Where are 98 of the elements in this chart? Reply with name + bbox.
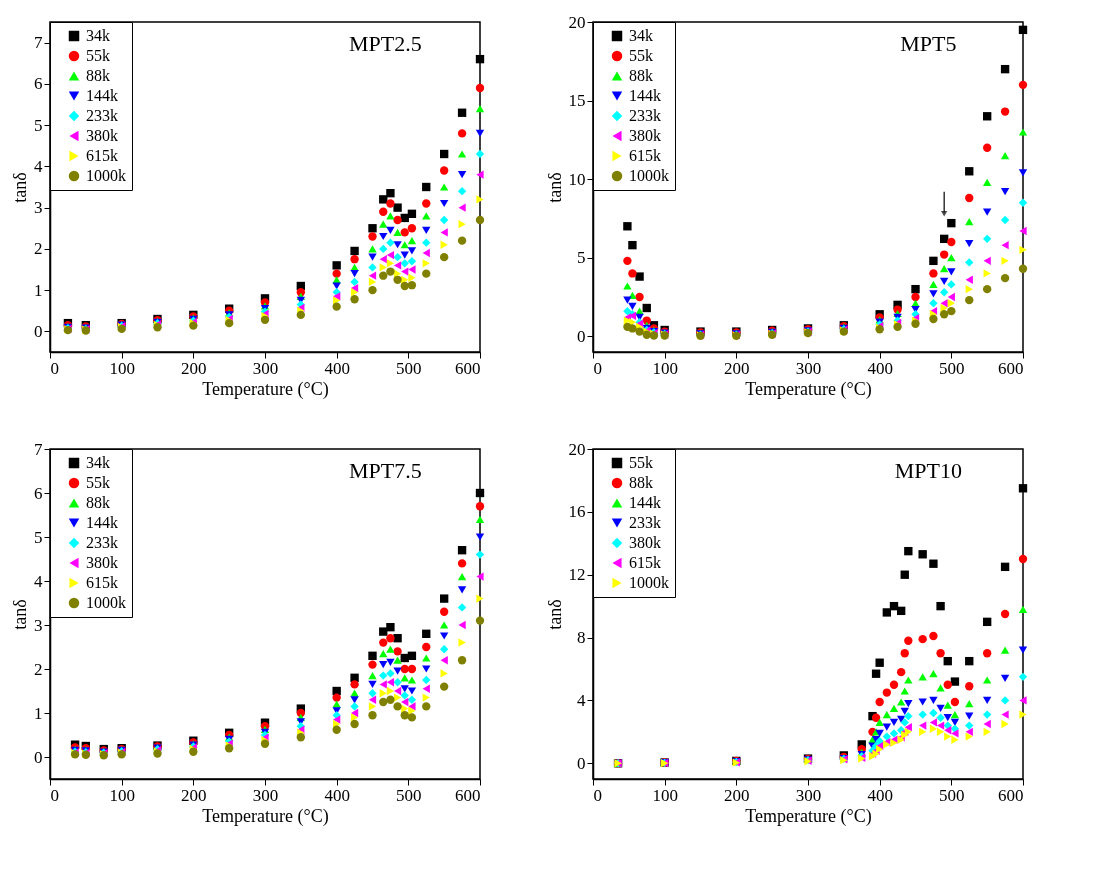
x-tick-label: 100 [109, 785, 135, 805]
legend-label: 88k [86, 494, 110, 511]
x-tick-label: 400 [867, 358, 893, 378]
x-tick-label: 600 [455, 358, 481, 378]
y-axis-title: tanδ [10, 172, 30, 203]
y-tick-label: 1 [34, 280, 43, 300]
legend-label: 615k [86, 147, 118, 164]
y-tick-label: 16 [568, 502, 586, 522]
x-tick-label: 400 [867, 785, 893, 805]
y-tick-label: 12 [568, 565, 586, 585]
x-tick-label: 200 [724, 358, 750, 378]
x-tick-label: 500 [396, 358, 422, 378]
y-axis-title: tanδ [544, 172, 565, 203]
y-tick-label: 2 [34, 659, 43, 679]
legend-label: 144k [629, 494, 661, 511]
legend-label: 380k [629, 127, 661, 144]
chart-title: MPT10 [894, 458, 963, 483]
x-tick-label: 100 [652, 785, 678, 805]
x-tick-label: 500 [939, 785, 965, 805]
x-tick-label: 0 [50, 358, 59, 378]
y-tick-label: 0 [34, 747, 43, 767]
legend-label: 55k [629, 454, 653, 471]
y-tick-label: 0 [34, 321, 43, 341]
x-tick-label: 100 [652, 358, 678, 378]
legend-label: 233k [86, 534, 118, 551]
y-tick-label: 5 [577, 248, 586, 268]
legend-label: 233k [629, 514, 661, 531]
y-tick-label: 15 [568, 91, 586, 111]
x-tick-label: 300 [795, 358, 822, 378]
legend-label: 34k [86, 27, 110, 44]
x-tick-label: 600 [998, 358, 1024, 378]
y-tick-label: 3 [34, 198, 43, 218]
y-tick-label: 7 [34, 439, 43, 459]
x-tick-label: 300 [795, 785, 822, 805]
legend-label: 233k [86, 107, 118, 124]
y-tick-label: 6 [34, 74, 43, 94]
x-axis-title: Temperature (°C) [202, 378, 329, 400]
x-tick-label: 300 [252, 785, 279, 805]
x-tick-label: 200 [724, 785, 750, 805]
x-axis-title: Temperature (°C) [202, 805, 329, 827]
y-axis-title: tanδ [10, 599, 30, 630]
x-tick-label: 400 [324, 785, 350, 805]
legend-label: 380k [86, 554, 118, 571]
legend-label: 55k [86, 474, 110, 491]
legend-label: 55k [629, 47, 653, 64]
legend-label: 88k [629, 67, 653, 84]
x-tick-label: 200 [181, 358, 207, 378]
y-tick-label: 2 [34, 239, 43, 259]
y-tick-label: 4 [34, 156, 43, 176]
legend-label: 55k [86, 47, 110, 64]
x-tick-label: 100 [109, 358, 135, 378]
chart-title: MPT2.5 [349, 31, 422, 56]
y-axis-title: tanδ [544, 599, 565, 630]
x-axis-title: Temperature (°C) [745, 378, 872, 400]
legend-label: 1000k [629, 167, 669, 184]
x-tick-label: 300 [252, 358, 279, 378]
y-tick-label: 7 [34, 33, 43, 53]
y-tick-label: 4 [34, 571, 43, 591]
legend-label: 380k [86, 127, 118, 144]
x-tick-label: 0 [50, 785, 59, 805]
x-axis-title: Temperature (°C) [745, 805, 872, 827]
chart-title: MPT5 [900, 31, 957, 56]
x-tick-label: 200 [181, 785, 207, 805]
legend-label: 233k [629, 107, 661, 124]
legend-label: 144k [86, 87, 118, 104]
legend-label: 615k [86, 574, 118, 591]
y-tick-label: 5 [34, 527, 43, 547]
x-tick-label: 600 [998, 785, 1024, 805]
legend-label: 615k [629, 554, 661, 571]
legend-label: 34k [629, 27, 653, 44]
y-tick-label: 1 [34, 703, 43, 723]
y-tick-label: 6 [34, 483, 43, 503]
chart-title: MPT7.5 [349, 458, 422, 483]
legend-label: 144k [86, 514, 118, 531]
y-tick-label: 8 [577, 628, 586, 648]
legend-label: 34k [86, 454, 110, 471]
legend-label: 88k [86, 67, 110, 84]
x-tick-label: 0 [593, 358, 602, 378]
legend-label: 380k [629, 534, 661, 551]
x-tick-label: 0 [593, 785, 602, 805]
x-tick-label: 600 [455, 785, 481, 805]
legend-label: 1000k [86, 594, 126, 611]
legend-label: 88k [629, 474, 653, 491]
legend-label: 1000k [86, 167, 126, 184]
legend-label: 615k [629, 147, 661, 164]
y-tick-label: 20 [568, 12, 586, 32]
y-tick-label: 20 [568, 439, 586, 459]
legend-label: 1000k [629, 574, 669, 591]
y-tick-label: 0 [577, 753, 586, 773]
y-tick-label: 5 [34, 115, 43, 135]
x-tick-label: 500 [396, 785, 422, 805]
x-tick-label: 500 [939, 358, 965, 378]
y-tick-label: 0 [577, 326, 586, 346]
y-tick-label: 10 [568, 169, 586, 189]
x-tick-label: 400 [324, 358, 350, 378]
legend-label: 144k [629, 87, 661, 104]
y-tick-label: 3 [34, 615, 43, 635]
y-tick-label: 4 [577, 690, 586, 710]
